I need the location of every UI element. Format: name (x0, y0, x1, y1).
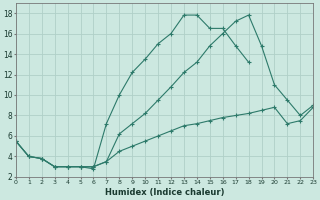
X-axis label: Humidex (Indice chaleur): Humidex (Indice chaleur) (105, 188, 224, 197)
